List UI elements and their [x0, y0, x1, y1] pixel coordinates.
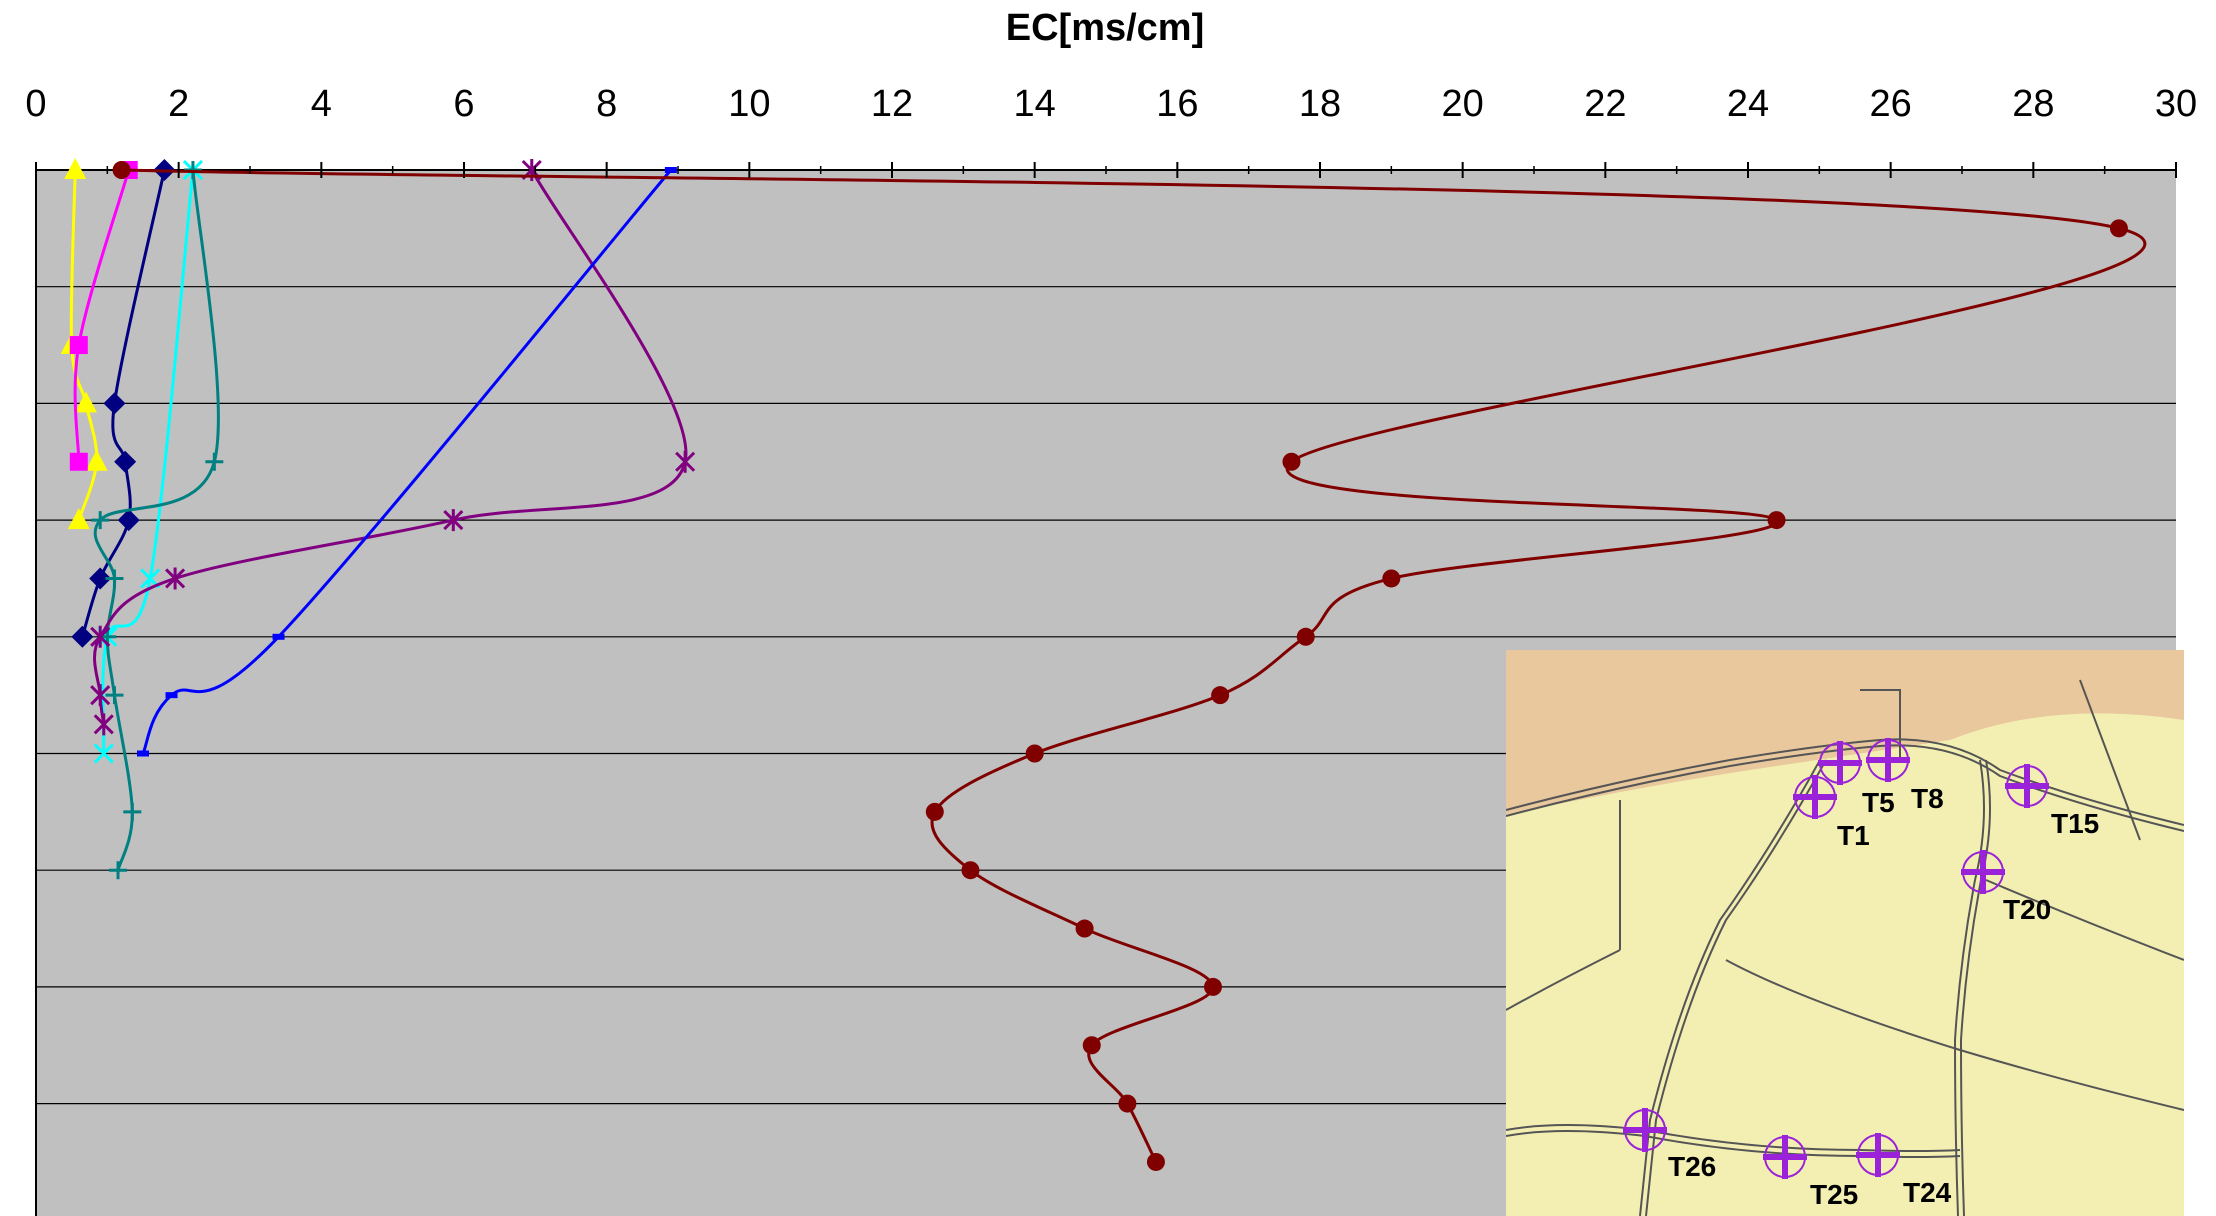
series-2 — [71, 159, 176, 648]
data-point — [123, 802, 142, 821]
data-point — [114, 450, 137, 473]
marker-t1 — [1793, 775, 1837, 819]
marker-t5 — [1818, 741, 1862, 785]
x-axis-title: EC[ms/cm] — [1006, 7, 1205, 49]
marker-t24 — [1856, 1133, 1900, 1177]
data-point — [664, 167, 677, 173]
data-point — [91, 511, 110, 530]
data-point — [1211, 686, 1230, 705]
data-point — [69, 336, 88, 355]
data-point — [103, 392, 126, 415]
data-point — [112, 161, 131, 179]
x-tick-label: 16 — [1156, 83, 1198, 125]
x-tick-label: 14 — [1014, 83, 1056, 125]
data-point — [443, 509, 464, 532]
data-point — [93, 743, 114, 764]
data-point — [961, 861, 980, 880]
data-point — [89, 567, 112, 590]
marker-t15 — [2005, 764, 2049, 808]
inset-map: T1 T5 T8 T15 T20 T24 T25 T26 — [1506, 650, 2184, 1216]
marker-t25 — [1763, 1135, 1807, 1179]
data-point — [85, 449, 108, 471]
series-7 — [112, 161, 2147, 1171]
map-label-t5: T5 — [1862, 787, 1895, 818]
series-layer — [60, 158, 2147, 1171]
x-tick-label: 30 — [2155, 83, 2197, 125]
data-point — [1767, 511, 1786, 530]
x-tick-label: 24 — [1727, 83, 1769, 125]
data-point — [71, 625, 94, 648]
x-tick-label: 10 — [728, 83, 770, 125]
data-point — [105, 569, 124, 588]
data-point — [925, 802, 944, 821]
data-point — [90, 684, 111, 707]
map-label-t25: T25 — [1810, 1179, 1858, 1210]
data-point — [675, 450, 696, 473]
data-point — [1146, 1152, 1165, 1171]
map-label-t8: T8 — [1911, 783, 1944, 814]
x-tick-label: 20 — [1442, 83, 1484, 125]
data-point — [1082, 1036, 1101, 1055]
data-point — [272, 633, 285, 640]
x-tick-label: 26 — [1870, 83, 1912, 125]
series-5 — [90, 159, 696, 736]
data-point — [105, 686, 124, 705]
marker-t20 — [1961, 850, 2005, 894]
x-tick-label: 28 — [2012, 83, 2054, 125]
marker-t26 — [1623, 1108, 1667, 1152]
x-tick-label: 6 — [453, 83, 474, 125]
data-point — [1025, 744, 1044, 763]
data-point — [69, 452, 88, 471]
data-point — [205, 452, 224, 471]
x-tick-label: 12 — [871, 83, 913, 125]
x-axis: 0 2 4 6 8 10 12 14 16 18 20 22 24 26 28 30 — [25, 83, 2197, 178]
x-tick-label: 2 — [168, 83, 189, 125]
x-tick-label: 0 — [25, 83, 46, 125]
map-roads — [1506, 679, 2184, 1216]
map-markers — [1623, 738, 2049, 1179]
map-label-t24: T24 — [1903, 1177, 1952, 1208]
data-point — [109, 861, 128, 880]
map-label-t20: T20 — [2003, 894, 2051, 925]
series-line — [101, 169, 195, 754]
data-point — [1382, 569, 1401, 588]
map-label-t26: T26 — [1668, 1151, 1716, 1182]
map-label-t1: T1 — [1837, 820, 1870, 851]
series-4 — [91, 161, 224, 880]
map-sand — [1506, 650, 2184, 815]
data-point — [67, 508, 90, 530]
data-point — [1118, 1094, 1137, 1113]
data-point — [1282, 452, 1301, 471]
series-line — [69, 169, 99, 521]
data-point — [1296, 627, 1315, 646]
data-point — [1075, 919, 1094, 938]
x-tick-label: 4 — [311, 83, 332, 125]
data-point — [74, 391, 97, 413]
marker-t8 — [1866, 738, 1910, 782]
data-point — [137, 750, 149, 757]
map-label-t15: T15 — [2051, 808, 2099, 839]
x-tick-label: 22 — [1584, 83, 1626, 125]
data-point — [2109, 219, 2128, 238]
data-point — [165, 567, 186, 590]
data-point — [1204, 977, 1222, 996]
data-point — [64, 158, 87, 179]
x-tick-label: 18 — [1299, 83, 1341, 125]
data-point — [90, 625, 111, 648]
data-point — [165, 692, 178, 699]
data-point — [117, 509, 140, 532]
data-point — [93, 713, 114, 736]
x-tick-label: 8 — [596, 83, 617, 125]
series-6 — [137, 167, 677, 757]
series-line — [93, 169, 688, 725]
